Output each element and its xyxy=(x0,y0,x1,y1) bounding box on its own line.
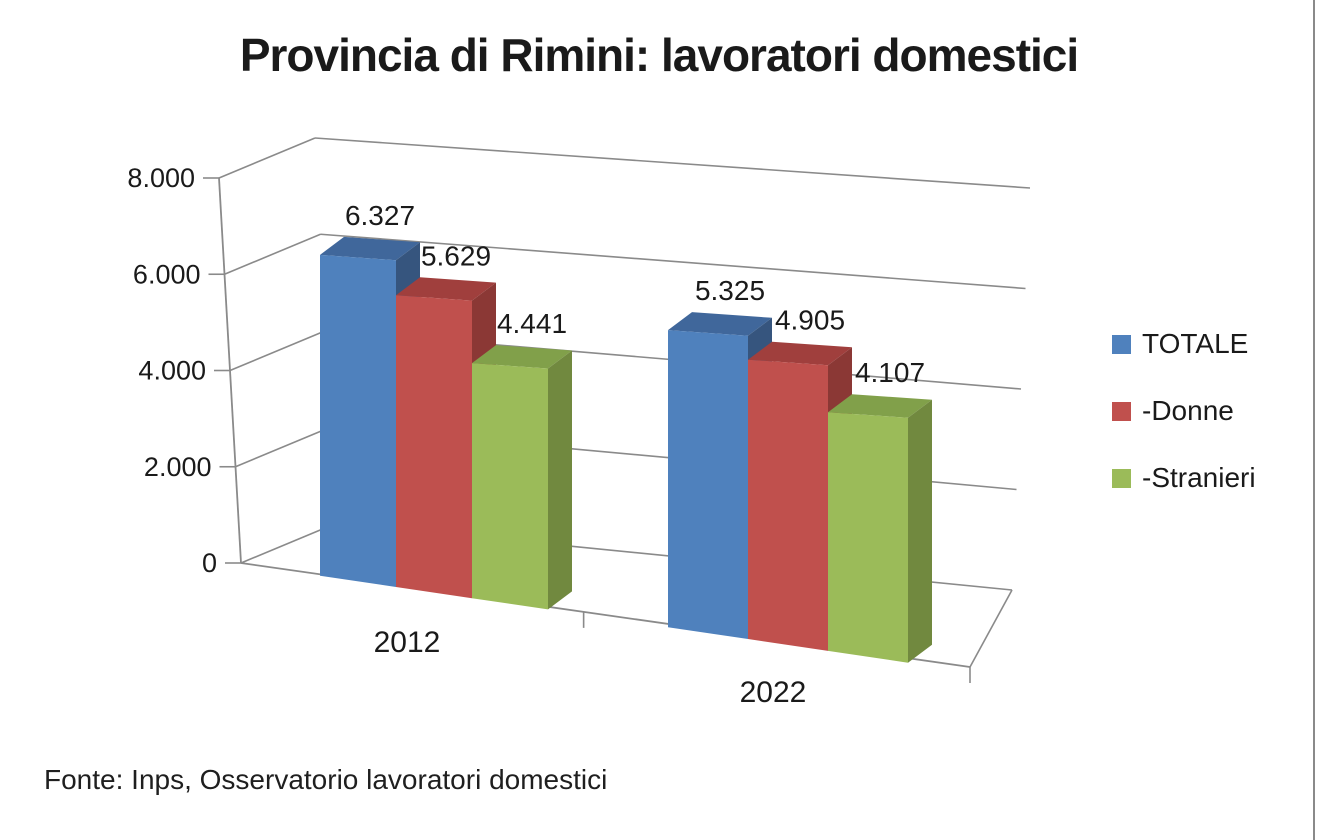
legend-label-donne: -Donne xyxy=(1142,395,1234,426)
side-wall-gridline xyxy=(229,329,327,372)
side-wall-gridline xyxy=(224,233,321,275)
y-tick-label: 8.000 xyxy=(127,163,195,193)
chart-right-border xyxy=(1313,0,1315,840)
bar-top--Donne-2012 xyxy=(396,277,496,301)
legend-label-stranieri: -Stranieri xyxy=(1142,462,1256,493)
category-label-2022: 2022 xyxy=(740,676,807,709)
bar-label-TOTALE-2022: 5.325 xyxy=(695,275,765,306)
bar-top-TOTALE-2022 xyxy=(668,312,772,336)
y-axis-line xyxy=(218,177,242,564)
legend: TOTALE -Donne -Stranieri xyxy=(1112,328,1256,534)
bar-top--Donne-2022 xyxy=(748,341,852,366)
legend-swatch-donne xyxy=(1112,401,1131,421)
bar-top--Stranieri-2012 xyxy=(472,345,572,369)
source-note: Fonte: Inps, Osservatorio lavoratori dom… xyxy=(44,764,608,795)
category-label-2012: 2012 xyxy=(374,626,441,659)
legend-label-totale: TOTALE xyxy=(1142,328,1249,359)
bar--Stranieri-2012 xyxy=(472,363,548,610)
side-wall-gridline xyxy=(218,137,316,179)
floor-right-edge xyxy=(969,589,1013,668)
bar-side--Stranieri-2012 xyxy=(548,350,572,610)
bar--Stranieri-2022 xyxy=(828,412,908,663)
y-tick-label: 4.000 xyxy=(138,356,206,386)
y-tick-label: 6.000 xyxy=(133,259,201,289)
legend-item-donne: -Donne xyxy=(1112,395,1256,426)
legend-item-stranieri: -Stranieri xyxy=(1112,462,1256,493)
bar-label--Stranieri-2022: 4.107 xyxy=(855,357,925,388)
bar-label--Donne-2022: 4.905 xyxy=(775,305,845,336)
bar--Donne-2022 xyxy=(748,359,828,651)
bar-side--Stranieri-2022 xyxy=(908,399,932,663)
bar-label-TOTALE-2012: 6.327 xyxy=(345,200,415,231)
bar-label--Stranieri-2012: 4.441 xyxy=(497,308,567,339)
legend-item-totale: TOTALE xyxy=(1112,328,1256,359)
back-wall-gridline xyxy=(314,137,1031,189)
bar-label--Donne-2012: 5.629 xyxy=(421,240,491,271)
bar-top-TOTALE-2012 xyxy=(320,236,420,261)
back-wall-gridline xyxy=(320,233,1026,290)
side-wall-gridline xyxy=(235,426,332,468)
chart-title: Provincia di Rimini: lavoratori domestic… xyxy=(239,29,1079,81)
legend-swatch-totale xyxy=(1112,334,1131,354)
bar-top--Stranieri-2022 xyxy=(828,394,932,418)
bar-TOTALE-2012 xyxy=(320,254,396,587)
y-tick-label: 0 xyxy=(202,548,217,578)
bar-TOTALE-2022 xyxy=(668,330,748,640)
legend-swatch-stranieri xyxy=(1112,468,1131,488)
y-tick-label: 2.000 xyxy=(144,452,212,482)
bar--Donne-2012 xyxy=(396,295,472,599)
